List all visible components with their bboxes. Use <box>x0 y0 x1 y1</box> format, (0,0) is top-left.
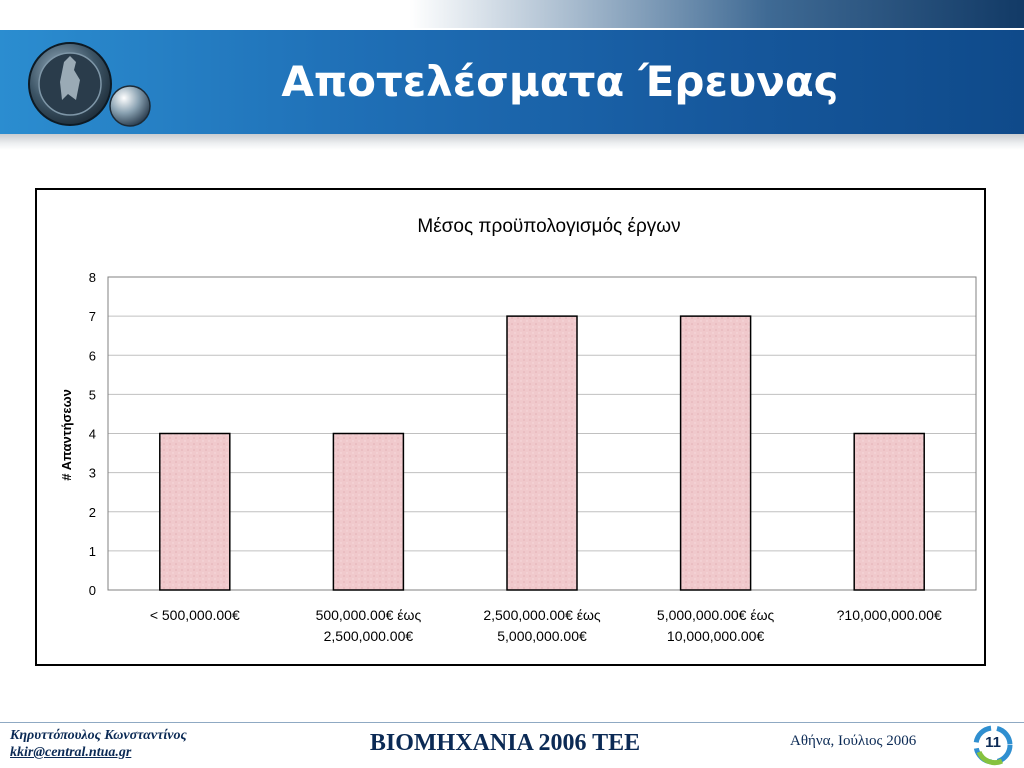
footer-author: Κηρυττόπουλος Κωνσταντίνος <box>10 728 187 743</box>
footer-event: ΒΙΟΜΗΧΑΝΙΑ 2006 ΤΕΕ <box>369 730 641 756</box>
x-tick-label: 2,500,000.00€ έως 5,000,000.00€ <box>483 607 601 644</box>
page-number: 11 <box>985 734 1001 751</box>
y-tick-label: 5 <box>89 387 96 402</box>
chart-frame: Μέσος προϋπολογισμός έργων 0 1 2 3 4 5 6 7 8 < 5… <box>35 188 986 666</box>
page-badge-icon <box>973 725 1013 766</box>
bar <box>159 432 231 591</box>
slide-title: Αποτελέσματα Έρευνας <box>281 57 839 106</box>
x-tick-label: 500,000.00€ έως 2,500,000.00€ <box>316 607 422 644</box>
x-tick-labels: < 500,000.00€ 500,000.00€ έως 2,500,000.00… <box>150 607 942 644</box>
university-logo <box>28 42 151 127</box>
bar <box>506 315 578 591</box>
y-tick-labels: 0 1 2 3 4 5 6 7 8 <box>89 270 96 598</box>
footer-divider <box>0 722 1024 723</box>
footer-email-link[interactable]: kkir@central.ntua.gr <box>10 745 132 760</box>
chart-title: Μέσος προϋπολογισμός έργων <box>417 216 680 237</box>
x-tick-label: ?10,000,000.00€ <box>837 607 942 623</box>
y-tick-label: 0 <box>89 583 96 598</box>
y-tick-label: 7 <box>89 309 96 324</box>
y-tick-label: 6 <box>89 348 96 363</box>
footer-place-date: Αθήνα, Ιούλιος 2006 <box>790 733 917 749</box>
header-band <box>0 30 1024 134</box>
bar <box>332 432 405 591</box>
x-tick-label: 5,000,000.00€ έως 10,000,000.00€ <box>657 607 775 644</box>
y-tick-label: 1 <box>89 544 96 559</box>
bar <box>853 432 925 591</box>
y-tick-label: 4 <box>89 427 96 442</box>
x-tick-label: < 500,000.00€ <box>150 607 240 623</box>
y-tick-label: 8 <box>89 270 96 285</box>
y-tick-label: 3 <box>89 466 96 481</box>
bar-chart: Μέσος προϋπολογισμός έργων 0 1 2 3 4 5 6 7 8 < 5… <box>59 216 977 644</box>
y-tick-label: 2 <box>89 505 96 520</box>
y-axis-label: # Απαντήσεων <box>59 389 74 481</box>
bars-layer <box>159 315 925 591</box>
bar <box>679 315 752 591</box>
header-top-strip <box>0 0 1024 28</box>
header-shadow <box>0 134 1024 150</box>
